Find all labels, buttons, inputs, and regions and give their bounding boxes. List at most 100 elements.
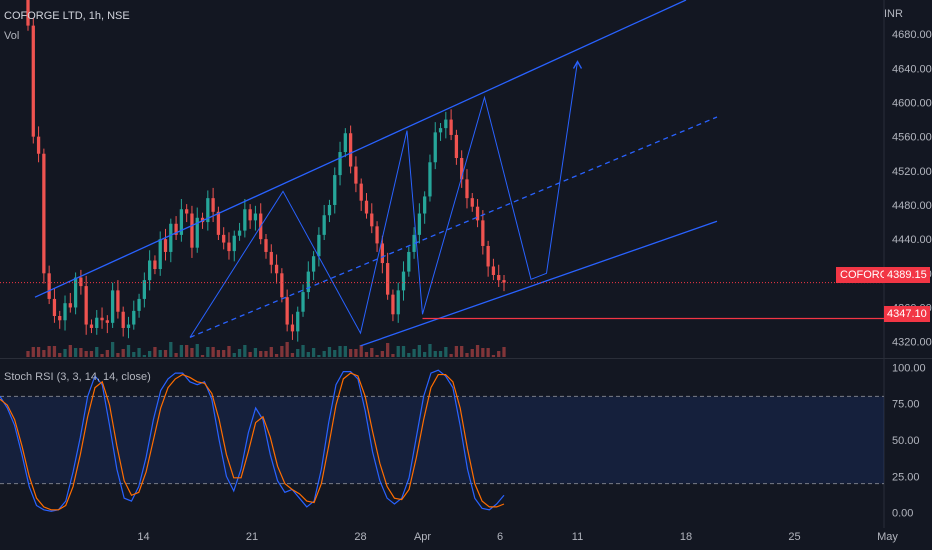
candle-body [470, 198, 474, 207]
stoch-k-line [0, 369, 505, 512]
volume-bar [470, 349, 474, 357]
volume-bar [116, 353, 120, 357]
volume-bar [449, 354, 453, 357]
volume-bar [322, 351, 326, 357]
volume-bar [42, 350, 46, 357]
candle-body [153, 260, 157, 270]
volume-bar [105, 350, 109, 357]
candle-body [174, 223, 178, 235]
stoch-tick-label: 0.00 [892, 508, 913, 520]
volume-bar [68, 345, 72, 357]
candle-body [491, 266, 496, 276]
candle-body [433, 132, 437, 163]
volume-bar [84, 351, 88, 357]
candle-body [481, 220, 485, 246]
projection-arrow-head [572, 60, 583, 69]
candle-body [417, 213, 422, 235]
volume-bar [370, 348, 374, 357]
candle-body [200, 217, 205, 223]
candle-body [391, 294, 395, 315]
price-tick-label: 4680.00 [892, 29, 932, 41]
volume-bar [290, 353, 295, 357]
price-tick-label: 4520.00 [892, 166, 932, 178]
volume-bar [63, 349, 67, 357]
volume-bar [438, 351, 443, 357]
pane-separator[interactable] [0, 358, 932, 359]
candle-body [132, 310, 136, 325]
volume-bar [158, 350, 162, 357]
time-tick-label: Apr [414, 531, 431, 543]
candle-body [359, 183, 363, 201]
candle-body [370, 213, 374, 227]
time-tick-label: 6 [497, 531, 503, 543]
candle-body [79, 277, 83, 287]
candle-body [465, 179, 469, 199]
candle-body [407, 251, 411, 272]
volume-bar [481, 348, 485, 357]
volume-bar [280, 346, 284, 357]
candle-body [322, 215, 326, 235]
candle-body [169, 223, 173, 252]
volume-bar [52, 346, 57, 357]
candle-body [375, 226, 379, 244]
candle-body [142, 280, 146, 299]
candle-body [158, 239, 162, 270]
candle-body [317, 234, 321, 257]
time-tick-label: 21 [246, 531, 258, 543]
swing-projection-path [189, 61, 578, 338]
price-tick-label: 4480.00 [892, 200, 932, 212]
candle-body [26, 0, 30, 26]
volume-bar [222, 350, 226, 357]
candle-body [190, 213, 194, 248]
volume-bar [253, 348, 258, 357]
volume-bar [412, 349, 416, 357]
candle-body [486, 245, 490, 267]
volume-bar [259, 351, 263, 357]
price-tick-label: 4440.00 [892, 234, 932, 246]
candle-body [354, 166, 358, 184]
candle-body [380, 243, 384, 264]
candle-body [497, 275, 501, 281]
candle-body [280, 273, 284, 298]
volume-bar [206, 347, 210, 357]
volume-bar [137, 348, 141, 357]
candle-body [216, 211, 221, 235]
candle-body [137, 298, 141, 311]
volume-bar [211, 347, 215, 357]
volume-bar [227, 346, 231, 357]
candle-body [428, 162, 432, 197]
candle-body [333, 175, 337, 205]
candle-body [243, 209, 247, 231]
candle-body [68, 303, 72, 308]
stoch-rsi-label: Stoch RSI (3, 3, 14, 14, close) [4, 371, 151, 383]
volume-bar [486, 348, 490, 357]
candle-body [274, 264, 279, 274]
volume-bar [423, 352, 427, 357]
volume-bar [126, 345, 131, 357]
volume-bar [100, 354, 104, 357]
time-tick-label: 25 [788, 531, 800, 543]
candle-body [110, 290, 115, 323]
time-tick-label: May [877, 531, 898, 543]
candle-body [475, 206, 480, 221]
volume-bar [121, 349, 125, 357]
candle-body [343, 133, 347, 153]
candle-body [338, 152, 342, 176]
candle-body [502, 280, 506, 283]
last-price-tag: 4389.15 [884, 267, 930, 283]
symbol-title: COFORGE LTD, 1h, NSE [4, 10, 130, 22]
volume-bar [444, 347, 448, 357]
candle-body [232, 235, 236, 252]
volume-bar [364, 352, 369, 357]
price-tick-label: 4560.00 [892, 132, 932, 144]
time-tick-label: 11 [572, 531, 583, 543]
volume-bar [386, 343, 390, 357]
volume-bar [348, 349, 353, 357]
volume-bar [169, 342, 173, 357]
candle-body [163, 239, 168, 252]
volume-bar [454, 346, 459, 357]
volume-bar [343, 346, 347, 357]
stoch-d-line [0, 372, 505, 511]
price-tick-label: 4320.00 [892, 337, 932, 349]
